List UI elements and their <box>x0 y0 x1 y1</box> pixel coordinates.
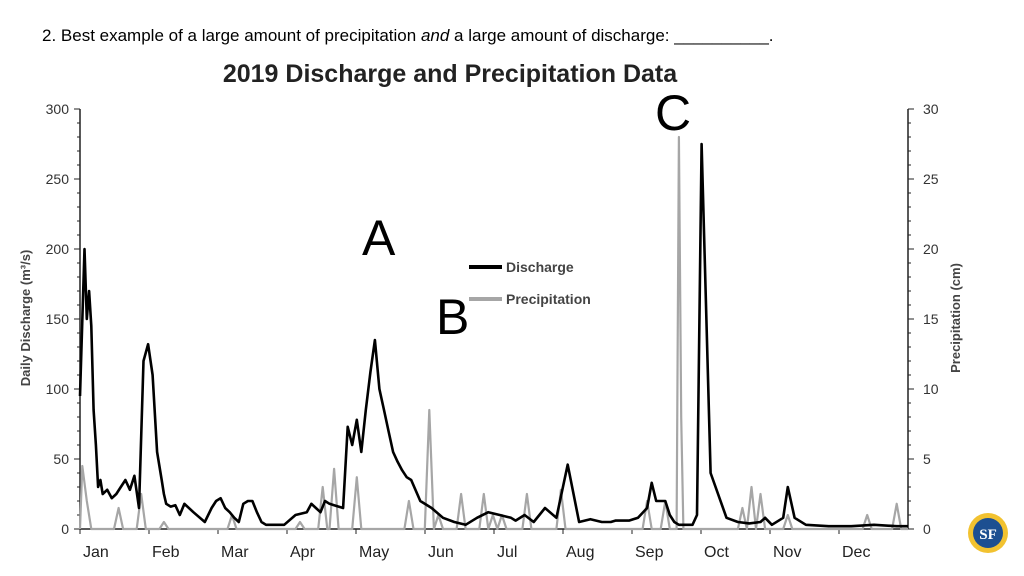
y-tick-label-4: 200 <box>46 241 70 257</box>
question-suffix: a large amount of discharge: __________. <box>449 26 774 45</box>
x-tick-label-oct: Oct <box>704 544 729 561</box>
question-prefix: 2. Best example of a large amount of pre… <box>42 26 421 45</box>
logo-text: SF <box>979 527 997 543</box>
x-tick-label-jun: Jun <box>428 544 454 561</box>
y2-tick-label-2: 10 <box>923 381 939 397</box>
y2-tick-label-1: 5 <box>923 451 931 467</box>
letter-c-label: C <box>655 85 692 141</box>
y-tick-label-5: 250 <box>46 171 70 187</box>
y-tick-label-0: 0 <box>61 521 69 537</box>
chart-legend: Discharge Precipitation <box>469 259 591 307</box>
discharge-line <box>78 142 908 528</box>
x-tick-label-jan: Jan <box>83 544 109 561</box>
y-tick-label-3: 150 <box>46 311 70 327</box>
chart-title: 2019 Discharge and Precipitation Data <box>223 60 678 88</box>
x-tick-label-feb: Feb <box>152 544 180 561</box>
seal-logo-icon: SF <box>966 501 1010 565</box>
y2-axis-label: Precipitation (cm) <box>948 263 963 373</box>
precipitation-line <box>78 135 908 531</box>
series-layer <box>78 135 908 531</box>
x-tick-label-apr: Apr <box>290 544 316 561</box>
y2-tick-label-5: 25 <box>923 171 939 187</box>
question-text: 2. Best example of a large amount of pre… <box>42 26 774 46</box>
x-tick-label-aug: Aug <box>566 544 594 561</box>
x-tick-label-dec: Dec <box>842 544 870 561</box>
legend-precipitation-label: Precipitation <box>506 291 591 307</box>
y2-tick-label-0: 0 <box>923 521 931 537</box>
y-tick-label-6: 300 <box>46 101 70 117</box>
x-tick-label-sep: Sep <box>635 544 664 561</box>
y2-tick-label-3: 15 <box>923 311 939 327</box>
x-tick-label-nov: Nov <box>773 544 801 561</box>
y2-tick-label-6: 30 <box>923 101 939 117</box>
y-tick-label-1: 50 <box>53 451 69 467</box>
letter-b-label: B <box>436 289 470 345</box>
letter-a-label: A <box>362 210 396 266</box>
question-emphasis: and <box>420 26 450 45</box>
x-tick-label-mar: Mar <box>221 544 249 561</box>
legend-discharge-label: Discharge <box>506 259 574 275</box>
x-tick-label-may: May <box>359 544 389 561</box>
x-tick-label-jul: Jul <box>497 544 517 561</box>
y-axis-label: Daily Discharge (m³/s) <box>18 250 33 387</box>
y-tick-label-2: 100 <box>46 381 70 397</box>
axes: 0 50 100 150 200 250 300 0 5 10 15 20 25 30 Jan Feb Mar A… <box>46 101 939 561</box>
y2-tick-label-4: 20 <box>923 241 939 257</box>
